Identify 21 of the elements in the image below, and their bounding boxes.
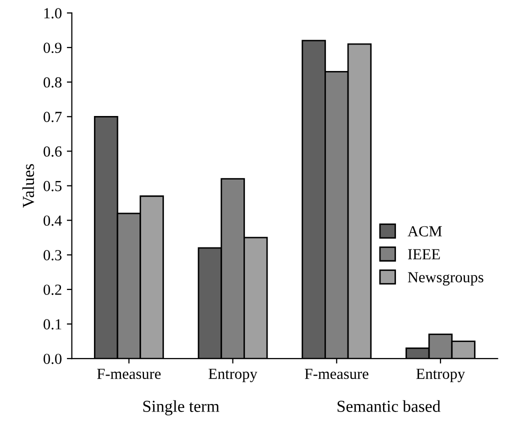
y-tick-label: 0.5	[44, 180, 62, 192]
y-tick-label: 0.9	[44, 42, 62, 54]
text: 0.0	[44, 354, 62, 364]
y-tick-label: 0.2	[44, 284, 62, 295]
y-tick-label: 0.7	[44, 112, 62, 122]
x-tick-label: Entropy	[416, 368, 466, 382]
legend-label: ACM	[408, 226, 442, 236]
y-tick-label: 0.3	[44, 250, 62, 260]
legend-label: Newsgroups	[408, 272, 484, 286]
x-tick-label: Entropy	[208, 368, 258, 382]
y-tick-label: 0.1	[44, 319, 62, 330]
x-tick-label: F-measure	[97, 368, 161, 380]
text: Semantic based	[338, 400, 440, 412]
text: Single term	[143, 400, 220, 416]
text: 1.0	[44, 8, 62, 18]
x-tick-label: F-measure	[304, 368, 368, 380]
y-axis-title: Values	[22, 164, 34, 208]
y-tick-label: 0.4	[44, 215, 62, 226]
y-tick-label: 0.6	[44, 146, 62, 157]
y-tick-label: 0.8	[44, 77, 62, 88]
legend-label: IEEE	[408, 249, 440, 260]
